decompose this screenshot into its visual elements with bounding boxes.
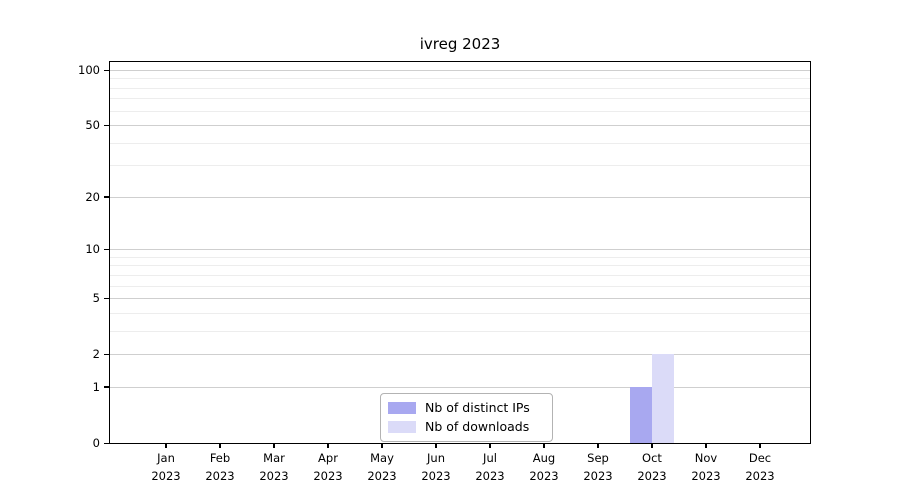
x-tick [705,443,707,448]
y-tick-label: 1 [92,379,100,394]
bar [630,386,652,443]
x-tick [327,443,329,448]
x-tick-label: Feb 2023 [205,451,235,483]
x-tick-label: Jan 2023 [151,451,181,483]
x-tick [651,443,653,448]
y-tick-label: 100 [78,63,100,77]
chart-title: ivreg 2023 [419,35,501,53]
x-tick [543,443,545,448]
gridline-major [110,196,810,198]
x-tick [219,443,221,448]
y-tick [104,386,110,388]
gridline-major [110,249,810,251]
y-tick-label: 50 [85,118,100,133]
gridline-minor [110,312,810,314]
y-tick [104,196,110,198]
legend-row: Nb of distinct IPs [381,398,552,417]
x-tick-label: Sep 2023 [583,451,613,483]
x-tick [381,443,383,448]
y-tick [104,69,110,71]
gridline-major [110,70,810,71]
gridline-minor [110,165,810,167]
bar [652,354,674,443]
x-tick-label: Oct 2023 [637,451,667,483]
gridline-major [110,298,810,300]
gridline-minor [110,98,810,100]
gridline-major [110,125,810,127]
x-tick-label: Jul 2023 [475,451,505,483]
x-tick [435,443,437,448]
gridline-major [110,386,810,388]
gridline-major [110,354,810,356]
gridline-minor [110,87,810,89]
x-tick-label: Aug 2023 [529,451,559,483]
y-tick-label: 20 [85,189,100,204]
x-tick [273,443,275,448]
y-tick-label: 10 [85,242,100,257]
x-tick-label: Nov 2023 [691,451,721,483]
gridline-minor [110,142,810,144]
x-tick [489,443,491,448]
legend-label: Nb of downloads [425,419,530,434]
gridline-minor [110,274,810,276]
y-tick [104,442,110,444]
gridline-minor [110,330,810,332]
gridline-minor [110,265,810,267]
x-tick-label: May 2023 [367,451,397,483]
y-tick-label: 0 [92,436,100,450]
y-tick [104,297,110,300]
x-tick-label: Dec 2023 [745,451,775,483]
x-tick-label: Mar 2023 [259,451,289,483]
y-tick [104,124,110,127]
y-tick [104,353,110,356]
gridline-minor [110,285,810,287]
gridline-minor [110,78,810,80]
x-tick [759,443,761,448]
y-tick [104,248,110,251]
legend-swatch [388,401,416,414]
x-tick [165,443,167,448]
x-tick-label: Jun 2023 [421,451,451,483]
legend: Nb of distinct IPs Nb of downloads [380,393,553,442]
gridline-minor [110,256,810,258]
plot-area [109,61,811,444]
gridline-minor [110,110,810,112]
y-tick-label: 5 [92,291,100,306]
legend-label: Nb of distinct IPs [425,400,530,415]
legend-swatch [388,420,416,433]
y-tick-label: 2 [92,347,100,362]
x-tick-label: Apr 2023 [313,451,343,483]
x-tick [597,443,599,448]
legend-row: Nb of downloads [381,417,552,436]
